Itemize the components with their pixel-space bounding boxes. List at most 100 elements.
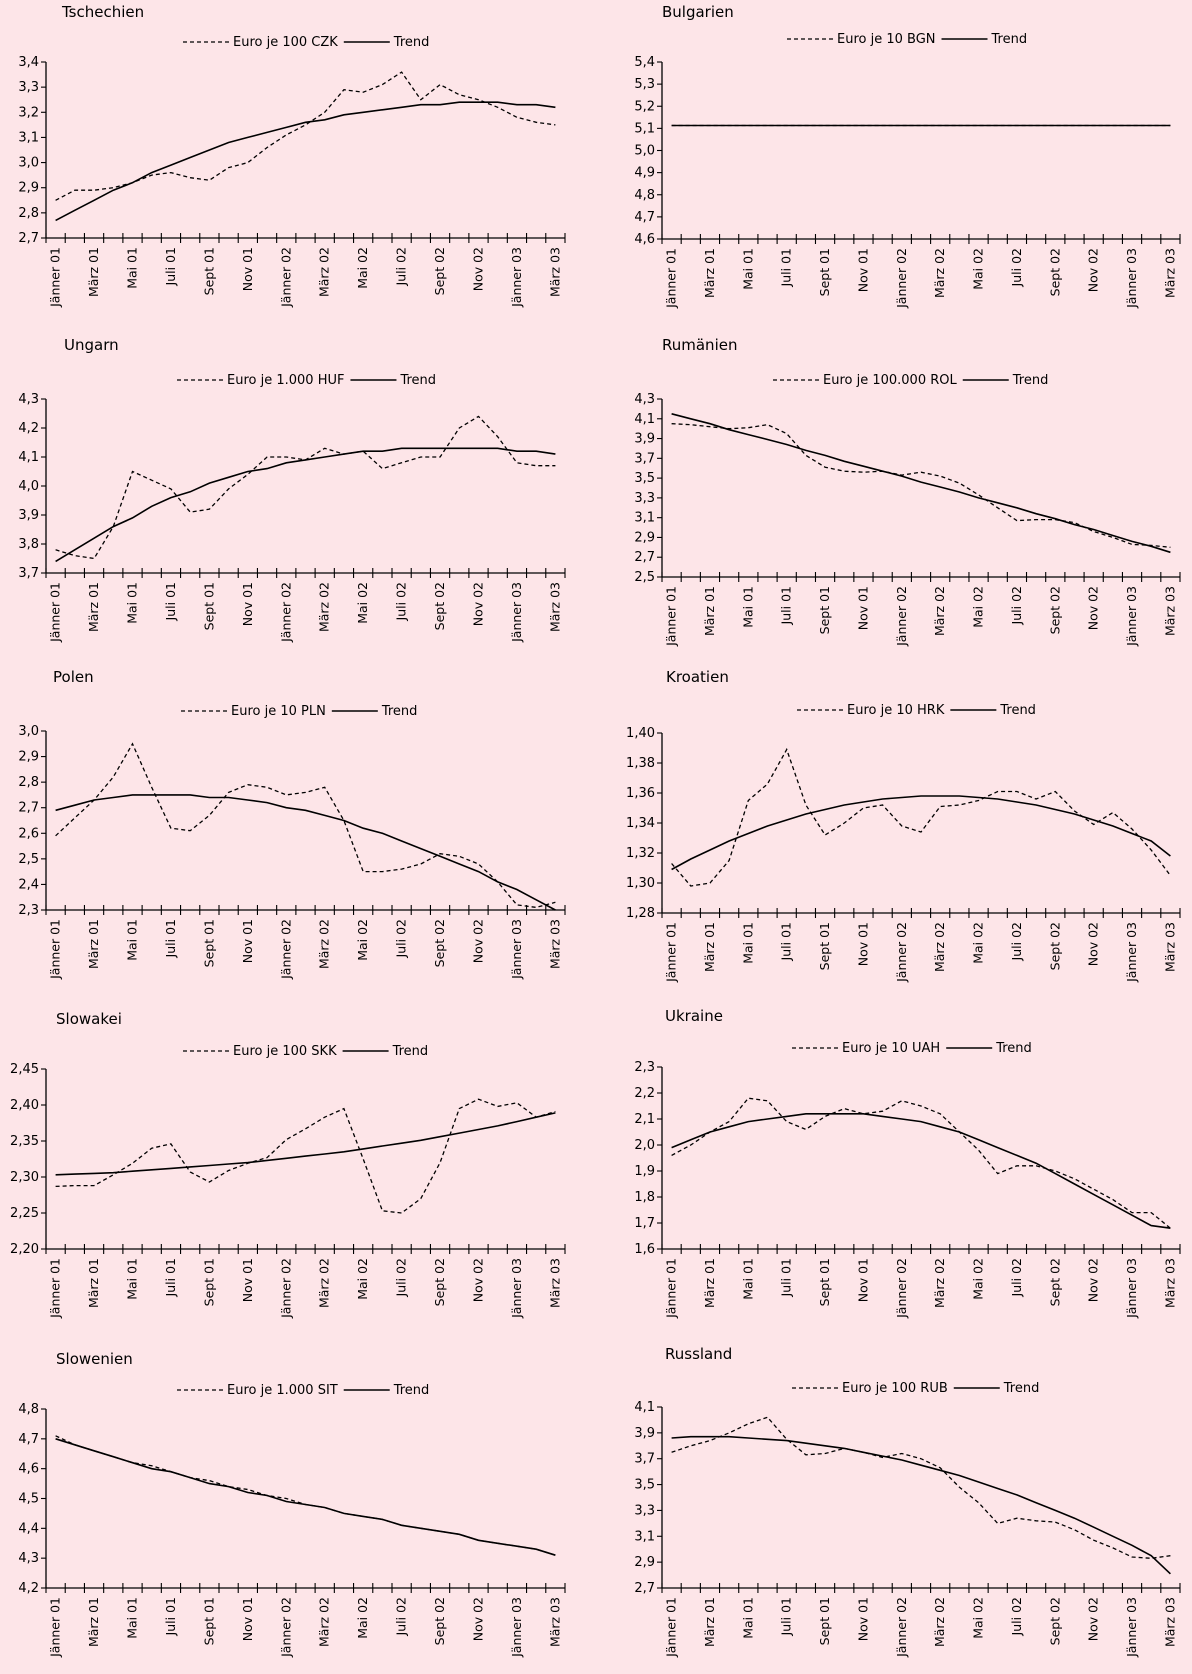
- chart-panel: Ukraine Euro je 10 UAH Trend 1,6 1,7 1,8 1,9 2,…: [634, 1007, 1181, 1319]
- legend-label: Trend: [1003, 1381, 1040, 1396]
- y-tick-label: 3,9: [634, 1426, 655, 1441]
- x-tick-label: März 01: [702, 922, 717, 972]
- x-tick-label: Nov 02: [1086, 248, 1101, 292]
- y-tick-label: 2,9: [18, 750, 39, 765]
- series-line-dashed: [55, 1435, 556, 1556]
- x-tick-label: März 01: [86, 919, 101, 969]
- x-tick-label: Jänner 01: [48, 582, 63, 643]
- x-tick-label: Nov 02: [1086, 1258, 1101, 1302]
- x-tick-label: März 03: [547, 1258, 562, 1308]
- x-tick-label: Nov 02: [1086, 1597, 1101, 1641]
- y-tick-label: 2,7: [634, 1581, 655, 1596]
- chart-panel: Ungarn Euro je 1.000 HUF Trend 3,7 3,8 3,9 4,0…: [18, 336, 566, 643]
- x-tick-label: Nov 01: [240, 919, 255, 963]
- legend-label: Euro je 10 PLN: [231, 704, 326, 719]
- y-tick-label: 1,8: [634, 1190, 655, 1205]
- x-tick-label: Nov 01: [855, 922, 870, 966]
- y-tick-label: 3,1: [634, 511, 655, 526]
- legend-label: Trend: [381, 704, 418, 719]
- y-tick-label: 4,7: [18, 1432, 39, 1447]
- x-tick-label: Jänner 02: [278, 582, 293, 643]
- legend: Euro je 10 BGN Trend: [787, 32, 1027, 47]
- y-tick-label: 1,7: [634, 1216, 655, 1231]
- x-tick-label: Juli 02: [394, 1597, 409, 1636]
- legend: Euro je 100 CZK Trend: [183, 35, 429, 50]
- y-tick-label: 2,8: [18, 775, 39, 790]
- x-tick-label: Juli 01: [163, 1258, 178, 1297]
- y-tick-label: 4,3: [634, 392, 655, 407]
- y-tick-label: 3,2: [18, 105, 39, 120]
- x-tick-label: Juli 01: [779, 1597, 794, 1636]
- x-tick-label: Nov 01: [855, 1597, 870, 1641]
- x-tick-label: Nov 01: [855, 586, 870, 630]
- x-tick-label: März 01: [702, 586, 717, 636]
- x-tick-label: Jänner 01: [664, 1258, 679, 1319]
- series-line-trend: [55, 1112, 556, 1176]
- legend: Euro je 10 UAH Trend: [792, 1041, 1032, 1056]
- series-line-trend: [671, 1435, 1171, 1575]
- y-tick-label: 4,5: [18, 1492, 39, 1507]
- y-tick-label: 2,5: [18, 852, 39, 867]
- y-tick-label: 3,7: [634, 1452, 655, 1467]
- x-tick-label: Mai 02: [355, 919, 370, 961]
- y-tick-label: 1,34: [626, 816, 655, 831]
- chart-title: Polen: [53, 668, 94, 686]
- y-tick-label: 2,4: [18, 877, 39, 892]
- x-tick-label: Jänner 03: [1124, 1597, 1139, 1658]
- y-tick-label: 3,1: [18, 130, 39, 145]
- legend: Euro je 100.000 ROL Trend: [773, 373, 1048, 388]
- chart-panel: Tschechien Euro je 100 CZK Trend 2,7 2,8 2,9 3…: [18, 3, 566, 308]
- x-tick-label: Mai 02: [355, 1597, 370, 1639]
- x-tick-label: März 03: [547, 1597, 562, 1647]
- x-tick-label: März 03: [1162, 248, 1177, 298]
- x-tick-label: März 03: [1162, 922, 1177, 972]
- x-tick-label: März 03: [1162, 1258, 1177, 1308]
- legend-label: Euro je 100 CZK: [233, 35, 338, 50]
- x-tick-label: März 01: [702, 1258, 717, 1308]
- x-tick-label: Juli 02: [394, 1258, 409, 1297]
- chart-panel: Slowakei Euro je 100 SKK Trend 2,20 2,25 2,30…: [10, 1010, 566, 1319]
- x-tick-label: März 02: [317, 247, 332, 297]
- y-tick-label: 2,25: [10, 1206, 39, 1221]
- x-tick-label: März 02: [317, 1597, 332, 1647]
- x-tick-label: Juli 02: [1009, 922, 1024, 961]
- x-tick-label: Juli 02: [394, 919, 409, 958]
- x-tick-label: Jänner 01: [48, 1597, 63, 1658]
- x-tick-label: Nov 01: [240, 247, 255, 291]
- y-tick-label: 2,35: [10, 1134, 39, 1149]
- series-line-dashed: [671, 747, 1171, 887]
- y-tick-label: 5,0: [634, 144, 655, 159]
- y-tick-label: 2,40: [10, 1098, 39, 1113]
- series-line-dashed: [671, 1416, 1171, 1559]
- y-tick-label: 5,1: [634, 121, 655, 136]
- x-tick-label: Juli 02: [394, 247, 409, 286]
- x-tick-label: März 01: [86, 582, 101, 632]
- x-tick-label: Nov 01: [855, 1258, 870, 1302]
- y-tick-label: 1,32: [626, 846, 655, 861]
- legend: Euro je 10 PLN Trend: [181, 704, 417, 719]
- series-line-trend: [55, 447, 556, 563]
- legend: Euro je 100 RUB Trend: [792, 1381, 1039, 1396]
- legend-label: Trend: [999, 703, 1036, 718]
- x-tick-label: Juli 01: [779, 248, 794, 287]
- y-tick-label: 2,45: [10, 1062, 39, 1077]
- x-tick-label: März 03: [547, 247, 562, 297]
- y-tick-label: 2,0: [634, 1138, 655, 1153]
- x-tick-label: Sept 01: [817, 586, 832, 634]
- legend-label: Euro je 100 SKK: [233, 1044, 337, 1059]
- x-tick-label: Mai 02: [355, 582, 370, 624]
- legend-label: Euro je 100 RUB: [842, 1381, 948, 1396]
- x-tick-label: März 02: [317, 919, 332, 969]
- series-line-trend: [671, 413, 1171, 554]
- y-tick-label: 1,9: [634, 1164, 655, 1179]
- y-tick-label: 3,8: [18, 537, 39, 552]
- legend-label: Trend: [991, 32, 1028, 47]
- x-tick-label: Mai 01: [740, 248, 755, 290]
- x-tick-label: Nov 02: [1086, 922, 1101, 966]
- chart-title: Slowenien: [56, 1350, 133, 1368]
- x-tick-label: Juli 02: [1009, 1258, 1024, 1297]
- x-tick-label: Juli 02: [1009, 1597, 1024, 1636]
- x-tick-label: Sept 02: [432, 247, 447, 295]
- legend-label: Trend: [393, 1383, 430, 1398]
